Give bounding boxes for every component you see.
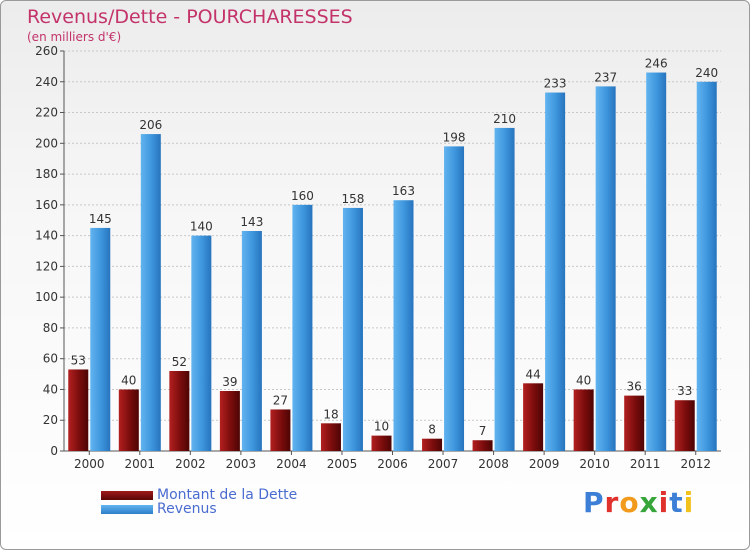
logo-letter: P — [583, 486, 605, 519]
y-tick-label: 160 — [35, 198, 58, 212]
bar-debt-2006 — [371, 435, 392, 451]
bar-revenue-2001 — [140, 134, 161, 452]
y-tick-label: 120 — [35, 259, 58, 273]
bar-revenue-2010 — [595, 86, 616, 451]
bar-revenue-2000 — [90, 227, 111, 451]
x-tick-label-2002: 2002 — [175, 457, 206, 471]
bar-debt-2011 — [624, 395, 645, 451]
data-label-revenue-2002: 140 — [190, 220, 213, 234]
bar-debt-2000 — [68, 369, 89, 451]
logo-letter: i — [683, 486, 695, 519]
y-tick-label: 200 — [35, 136, 58, 150]
data-label-debt-2010: 40 — [576, 373, 591, 387]
data-label-revenue-2001: 206 — [139, 118, 162, 132]
bar-debt-2002 — [169, 371, 190, 451]
y-tick-label: 20 — [43, 413, 58, 427]
x-tick-label-2008: 2008 — [478, 457, 509, 471]
y-tick-label: 260 — [35, 44, 58, 58]
data-label-debt-2012: 33 — [677, 384, 692, 398]
bar-revenue-2004 — [292, 204, 313, 451]
x-tick-label-2009: 2009 — [529, 457, 560, 471]
bar-revenue-2002 — [191, 235, 212, 451]
x-tick-label-2003: 2003 — [226, 457, 257, 471]
chart-title: Revenus/Dette - POURCHARESSES — [27, 6, 353, 28]
legend-label-debt: Montant de la Dette — [157, 487, 298, 503]
data-label-debt-2007: 8 — [428, 423, 436, 437]
logo-letter: o — [619, 486, 640, 519]
bar-debt-2001 — [118, 389, 139, 451]
bar-debt-2007 — [422, 438, 443, 451]
legend-swatch-debt — [101, 490, 153, 500]
bar-revenue-2009 — [545, 92, 566, 452]
data-label-revenue-2009: 233 — [544, 77, 567, 91]
logo-letter: r — [604, 486, 620, 519]
bar-debt-2003 — [219, 391, 240, 451]
legend-item-revenue: Revenus — [101, 501, 217, 517]
data-label-revenue-2000: 145 — [89, 212, 112, 226]
data-label-debt-2005: 18 — [323, 407, 338, 421]
bar-revenue-2003 — [241, 231, 262, 451]
bar-revenue-2005 — [342, 207, 363, 451]
x-tick-label-2010: 2010 — [579, 457, 610, 471]
x-tick-label-2001: 2001 — [125, 457, 156, 471]
data-label-debt-2009: 44 — [525, 367, 540, 381]
legend-swatch-revenue — [101, 504, 153, 514]
x-tick-label-2005: 2005 — [327, 457, 358, 471]
x-tick-label-2007: 2007 — [428, 457, 459, 471]
y-tick-label: 80 — [43, 321, 58, 335]
data-label-revenue-2004: 160 — [291, 189, 314, 203]
data-label-revenue-2005: 158 — [342, 192, 365, 206]
data-label-revenue-2011: 246 — [645, 57, 668, 71]
data-label-revenue-2006: 163 — [392, 184, 415, 198]
bar-revenue-2012 — [696, 81, 717, 452]
data-label-debt-2000: 53 — [71, 353, 86, 367]
y-tick-label: 220 — [35, 106, 58, 120]
logo-letter: i — [658, 486, 670, 519]
bar-chart: 0 20 40 60 80 100 120 140 160 180 200 220 240 260 53 1… — [35, 44, 721, 471]
data-label-debt-2002: 52 — [172, 355, 187, 369]
bar-debt-2009 — [523, 383, 544, 451]
x-tick-label-2011: 2011 — [630, 457, 661, 471]
data-label-debt-2004: 27 — [273, 393, 288, 407]
y-tick-label: 100 — [35, 290, 58, 304]
y-tick-label: 40 — [43, 382, 58, 396]
bar-debt-2010 — [573, 389, 594, 451]
x-tick-label-2012: 2012 — [680, 457, 711, 471]
y-tick-label: 140 — [35, 229, 58, 243]
bar-debt-2008 — [472, 440, 493, 451]
data-label-revenue-2008: 210 — [493, 112, 516, 126]
bar-revenue-2008 — [494, 127, 515, 451]
x-tick-label-2006: 2006 — [377, 457, 408, 471]
y-tick-label: 240 — [35, 75, 58, 89]
chart-subtitle: (en milliers d'€) — [27, 30, 122, 44]
y-tick-label: 60 — [43, 352, 58, 366]
data-label-revenue-2010: 237 — [594, 70, 617, 84]
bar-debt-2005 — [320, 423, 341, 451]
data-label-debt-2011: 36 — [627, 380, 642, 394]
data-label-debt-2008: 7 — [479, 424, 487, 438]
x-tick-label-2000: 2000 — [74, 457, 105, 471]
bar-revenue-2006 — [393, 200, 414, 451]
legend-item-debt: Montant de la Dette — [101, 487, 297, 503]
proxiti-logo: Proxiti — [583, 486, 694, 519]
data-label-revenue-2007: 198 — [443, 130, 466, 144]
bar-debt-2012 — [674, 400, 695, 451]
bar-revenue-2011 — [646, 72, 667, 452]
y-tick-label: 0 — [50, 444, 58, 458]
legend-label-revenue: Revenus — [157, 501, 217, 517]
data-label-revenue-2003: 143 — [240, 215, 263, 229]
bar-debt-2004 — [270, 409, 291, 451]
data-label-revenue-2012: 240 — [695, 66, 718, 80]
data-label-debt-2003: 39 — [222, 375, 237, 389]
data-label-debt-2001: 40 — [121, 373, 136, 387]
x-tick-label-2004: 2004 — [276, 457, 307, 471]
y-tick-label: 180 — [35, 167, 58, 181]
bar-revenue-2007 — [444, 146, 465, 451]
logo-letter: t — [669, 486, 684, 519]
logo-letter: x — [639, 486, 659, 519]
data-label-debt-2006: 10 — [374, 420, 389, 434]
